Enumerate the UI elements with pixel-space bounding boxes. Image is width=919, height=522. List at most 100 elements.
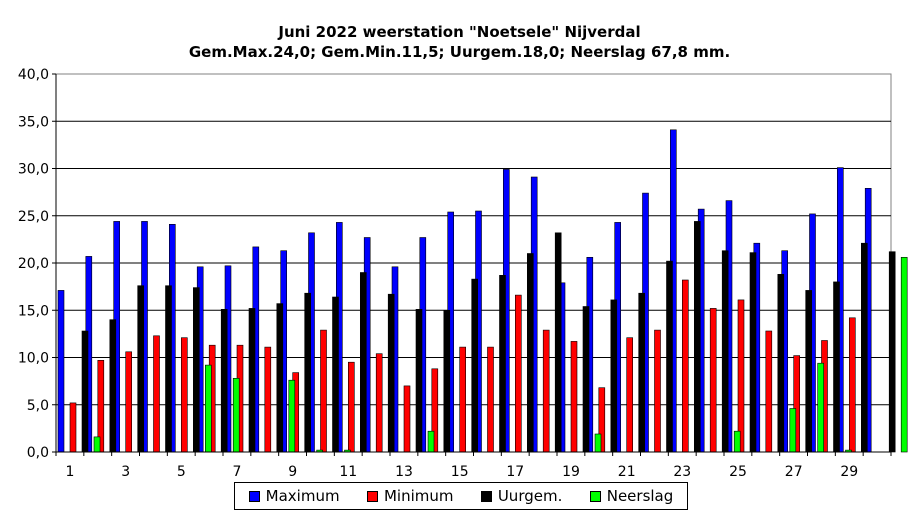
x-tick-label: 21 <box>618 464 636 480</box>
bar-uurgem-day-5 <box>193 287 200 453</box>
y-tick-label: 30,0 <box>18 162 49 178</box>
x-tick-label: 5 <box>177 464 186 480</box>
bar-uurgem-day-15 <box>471 278 479 453</box>
bar-neerslag-day-13 <box>427 430 435 453</box>
bar-minimum-day-24 <box>709 308 717 453</box>
y-tick-label: 25,0 <box>18 209 49 225</box>
bar-minimum-day-13 <box>403 385 411 453</box>
x-tick-label: 11 <box>339 464 357 480</box>
bar-minimum-day-11 <box>347 361 355 453</box>
chart-title: Juni 2022 weerstation "Noetsele" Nijverd… <box>0 22 919 62</box>
y-tick-label: 10,0 <box>18 351 49 367</box>
y-axis-ticks: 0,0 5,0 10,0 15,0 20,0 25,0 30,0 35,0 40,0 <box>18 67 56 461</box>
x-tick-label: 13 <box>395 464 413 480</box>
bar-uurgem-day-28 <box>833 281 840 453</box>
legend-label-minimum: Minimum <box>383 487 454 505</box>
bar-uurgem-day-7 <box>248 308 256 453</box>
bar-uurgem-day-30 <box>888 251 896 453</box>
x-tick-label: 25 <box>729 464 747 480</box>
bar-uurgem-day-27 <box>805 290 813 453</box>
bar-uurgem-day-8 <box>276 303 284 453</box>
x-tick-label: 3 <box>121 464 130 480</box>
bar-uurgem-day-20 <box>610 299 618 453</box>
legend-item-maximum: Maximum <box>248 487 340 505</box>
bar-uurgem-day-17 <box>526 253 534 453</box>
bar-uurgem-day-2 <box>109 319 117 453</box>
legend-swatch-minimum <box>366 490 378 502</box>
bar-minimum-day-5 <box>181 337 188 453</box>
bar-minimum-day-12 <box>375 353 383 453</box>
legend-swatch-maximum <box>248 490 260 502</box>
legend-label-neerslag: Neerslag <box>606 487 674 505</box>
legend-swatch-neerslag <box>589 490 601 502</box>
x-axis-ticks: 1 3 5 7 9 11 13 15 17 19 21 23 25 27 29 <box>55 452 892 480</box>
x-tick-label: 17 <box>506 464 524 480</box>
bar-maximum-day-1 <box>57 290 65 453</box>
bar-minimum-day-15 <box>459 346 467 453</box>
y-tick-label: 35,0 <box>18 114 49 130</box>
x-tick-label: 27 <box>785 464 803 480</box>
legend-label-uurgem: Uurgem. <box>497 487 563 505</box>
bar-uurgem-day-22 <box>666 260 673 453</box>
bar-uurgem-day-4 <box>165 285 172 453</box>
y-tick-label: 40,0 <box>18 67 49 83</box>
bar-uurgem-day-14 <box>443 309 451 453</box>
x-tick-label: 29 <box>840 464 858 480</box>
bar-minimum-day-26 <box>765 330 773 453</box>
bar-neerslag-day-5 <box>205 364 212 453</box>
bar-uurgem-day-11 <box>359 272 367 453</box>
bar-neerslag-day-19 <box>594 433 602 453</box>
bar-minimum-day-22 <box>654 329 661 453</box>
bar-uurgem-day-19 <box>582 306 590 453</box>
x-tick-label: 23 <box>673 464 691 480</box>
bar-uurgem-day-21 <box>638 292 646 453</box>
bar-neerslag-day-24 <box>733 430 741 453</box>
y-tick-label: 0,0 <box>27 445 49 461</box>
bar-minimum-day-29 <box>848 317 856 453</box>
x-tick-label: 19 <box>562 464 580 480</box>
y-tick-label: 15,0 <box>18 303 49 319</box>
x-tick-label: 9 <box>288 464 297 480</box>
bar-uurgem-day-18 <box>554 232 562 453</box>
bar-uurgem-day-12 <box>387 293 395 453</box>
bar-minimum-day-21 <box>626 337 634 453</box>
bar-neerslag-day-1 <box>93 436 101 453</box>
bar-neerslag-day-26 <box>789 408 797 453</box>
bar-minimum-day-18 <box>542 329 550 453</box>
legend-item-minimum: Minimum <box>366 487 454 505</box>
title-line-2: Gem.Max.24,0; Gem.Min.11,5; Uurgem.18,0;… <box>188 43 731 61</box>
x-tick-label: 15 <box>451 464 469 480</box>
bar-minimum-day-4 <box>153 335 160 453</box>
bar-neerslag-day-27 <box>817 362 825 453</box>
bar-uurgem-day-1 <box>81 330 89 453</box>
bar-uurgem-day-24 <box>721 250 729 453</box>
y-tick-label: 5,0 <box>27 398 49 414</box>
bar-minimum-day-10 <box>320 329 327 453</box>
bar-minimum-day-1 <box>69 402 77 453</box>
legend-swatch-uurgem <box>480 490 492 502</box>
bar-neerslag-day-6 <box>232 377 240 453</box>
bar-uurgem-day-6 <box>220 308 228 453</box>
bar-minimum-day-23 <box>681 279 689 453</box>
legend: Maximum Minimum Uurgem. Neerslag <box>234 482 688 510</box>
bar-uurgem-day-16 <box>499 274 506 453</box>
bar-uurgem-day-9 <box>304 292 312 453</box>
x-tick-label: 1 <box>66 464 75 480</box>
bar-uurgem-day-23 <box>693 221 701 453</box>
bar-uurgem-day-10 <box>332 296 339 453</box>
bar-uurgem-day-26 <box>777 273 785 453</box>
legend-label-maximum: Maximum <box>265 487 340 505</box>
bar-minimum-day-19 <box>570 341 578 453</box>
bar-minimum-day-8 <box>264 346 272 453</box>
bar-minimum-day-17 <box>514 294 522 453</box>
legend-item-neerslag: Neerslag <box>589 487 674 505</box>
bar-uurgem-day-25 <box>749 252 757 453</box>
bar-minimum-day-16 <box>487 346 494 453</box>
y-tick-label: 20,0 <box>18 256 49 272</box>
bar-uurgem-day-13 <box>415 308 423 453</box>
legend-item-uurgem: Uurgem. <box>480 487 563 505</box>
x-tick-label: 7 <box>233 464 242 480</box>
bar-neerslag-day-30 <box>900 256 908 453</box>
bar-uurgem-day-29 <box>860 242 868 453</box>
